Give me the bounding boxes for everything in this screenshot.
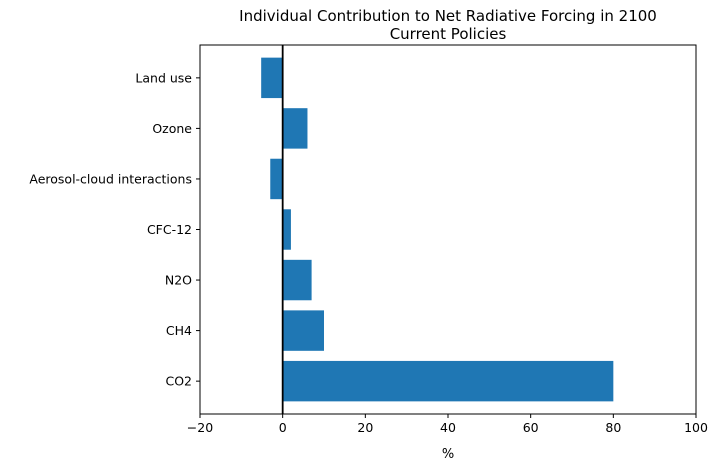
y-tick-label: CH4 <box>166 323 192 338</box>
chart-subtitle: Current Policies <box>390 25 507 43</box>
x-tick-label: 60 <box>523 420 539 435</box>
bar-aerosol-cloud-interactions <box>270 158 283 200</box>
bar-cfc-12 <box>282 209 291 250</box>
x-tick-label: −20 <box>187 420 213 435</box>
x-tick-label: 0 <box>279 420 287 435</box>
y-tick-label: Ozone <box>152 121 192 136</box>
bar-land-use <box>261 57 283 99</box>
chart-title: Individual Contribution to Net Radiative… <box>239 7 657 25</box>
y-tick-label: N2O <box>165 273 192 288</box>
x-tick-label: 20 <box>357 420 373 435</box>
bar-ozone <box>282 108 308 149</box>
y-tick-label: Land use <box>135 70 192 85</box>
plot-frame <box>199 44 697 415</box>
ticks-group: CO2 CH4 N2O CFC-12 Aerosol-cloud interaction… <box>29 70 708 435</box>
bar-co2 <box>282 360 614 402</box>
y-tick-label: CFC-12 <box>147 222 192 237</box>
x-tick-label: 40 <box>440 420 456 435</box>
x-tick-label: 80 <box>605 420 621 435</box>
x-tick-label: 100 <box>684 420 708 435</box>
bar-n2o <box>282 259 312 301</box>
bar-ch4 <box>282 310 324 351</box>
bars-group <box>261 57 614 402</box>
x-axis-label: % <box>442 447 454 462</box>
y-tick-label: CO2 <box>165 374 192 389</box>
y-tick-label: Aerosol-cloud interactions <box>29 171 192 186</box>
